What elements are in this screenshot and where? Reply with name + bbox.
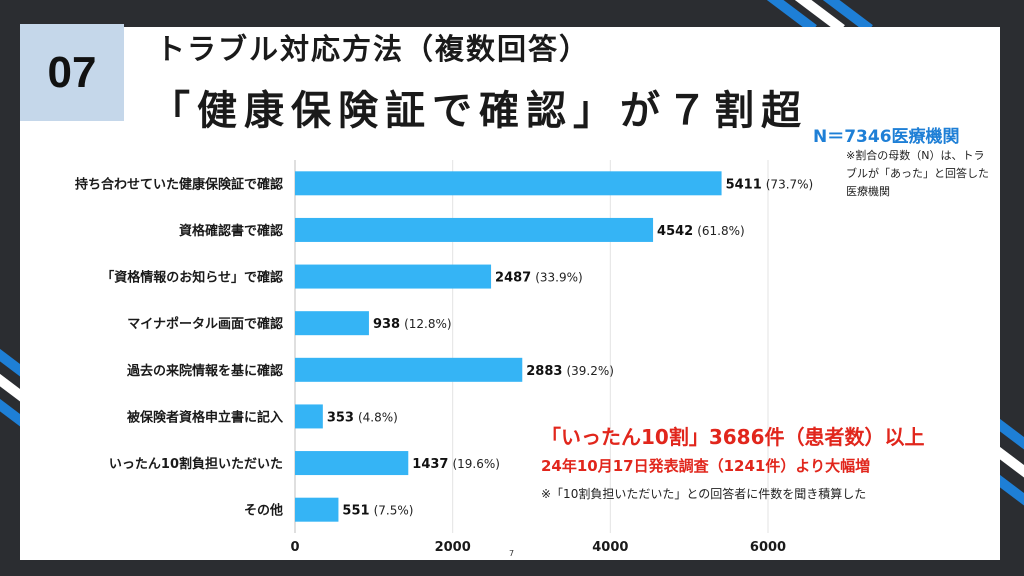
percent-label: (33.9%) [535, 271, 582, 285]
category-label: 「資格情報のお知らせ」で確認 [101, 270, 283, 286]
slide-card [20, 27, 1000, 560]
percent-label: (61.8%) [697, 224, 744, 238]
value-label: 2487 [495, 271, 531, 286]
x-tick-label: 2000 [435, 540, 471, 555]
category-label: 資格確認書で確認 [179, 223, 283, 239]
value-label: 4542 [657, 224, 693, 239]
percent-label: (12.8%) [404, 317, 451, 331]
value-label: 5411 [726, 177, 762, 192]
page-number: 7 [509, 549, 515, 558]
bar [295, 451, 409, 476]
bar [295, 311, 369, 336]
sample-note: ※割合の母数（N）は、トラブルが「あった」と回答した医療機関 [846, 149, 989, 198]
category-label: いったん10割負担いただいた [109, 456, 283, 472]
value-label: 551 [342, 504, 369, 519]
value-label: 2883 [526, 364, 562, 379]
page-title: 「健康保険証で確認」が７割超 [150, 88, 808, 134]
bar [295, 497, 339, 522]
x-tick-label: 0 [290, 540, 299, 555]
category-label: 過去の来院情報を基に確認 [126, 363, 283, 379]
category-label: その他 [244, 503, 283, 519]
sample-size: N＝7346医療機関 [813, 127, 960, 147]
callout-comparison: 24年10月17日発表調査（1241件）より大幅増 [541, 457, 871, 475]
bar [295, 171, 722, 196]
percent-label: (4.8%) [358, 410, 398, 424]
x-tick-label: 6000 [750, 540, 786, 555]
bar [295, 357, 523, 382]
slide-number-badge: 07 [20, 24, 124, 121]
value-label: 353 [327, 410, 354, 425]
callout-headline: 「いったん10割」3686件（患者数）以上 [541, 425, 925, 449]
percent-label: (7.5%) [374, 504, 414, 518]
x-tick-label: 4000 [592, 540, 628, 555]
category-label: 持ち合わせていた健康保険証で確認 [75, 176, 283, 192]
callout-footnote: ※「10割負担いただいた」との回答者に件数を聞き積算した [541, 487, 867, 501]
category-label: 被保険者資格申立書に記入 [126, 409, 283, 425]
percent-label: (73.7%) [766, 177, 813, 191]
bar [295, 404, 323, 429]
percent-label: (39.2%) [566, 364, 613, 378]
percent-label: (19.6%) [452, 457, 499, 471]
bar [295, 217, 654, 242]
category-label: マイナポータル画面で確認 [127, 316, 283, 332]
value-label: 938 [373, 317, 400, 332]
bar [295, 264, 492, 289]
value-label: 1437 [412, 457, 448, 472]
page-subtitle: トラブル対応方法（複数回答） [156, 32, 591, 66]
